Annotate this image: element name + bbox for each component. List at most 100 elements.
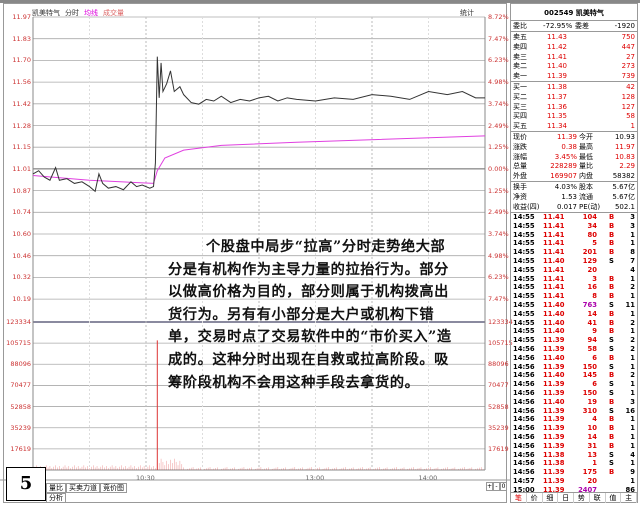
tick-cell: S [609, 406, 614, 415]
tab-volume-ratio[interactable]: 量比 [46, 483, 66, 493]
bid-level-cell: 42 [626, 83, 635, 91]
tick-cell: 7 [630, 257, 635, 265]
tick-cell: 11.39 [543, 380, 565, 389]
stat-row-cell: 外盘 [513, 172, 527, 181]
tick-cell: 11.39 [543, 336, 565, 345]
bid-level-cell: 买三 [513, 102, 527, 111]
price-tick-label: 10.87 [12, 186, 31, 195]
panel-tab[interactable]: 日 [558, 493, 574, 503]
tick-cell: S [609, 362, 614, 371]
tick-row: 14:55 11.41 16 B 2 [513, 283, 635, 292]
tick-cell: 11.39 [543, 415, 565, 424]
stat-row-cell: 量比 [579, 162, 593, 171]
ask-level-cell: 750 [621, 33, 635, 41]
stock-name: 凯美特气 [32, 9, 60, 17]
ask-level-cell: 11.41 [546, 52, 567, 61]
zoom-controls: + - 0 [486, 482, 507, 491]
tab-auction[interactable]: 竞价图 [100, 483, 127, 493]
tick-cell: 2 [630, 371, 635, 380]
panel-tab[interactable]: 细 [543, 493, 559, 503]
bid-level: 买二 11.37 128 [513, 92, 635, 102]
tick-cell: B [609, 415, 615, 424]
intraday-chart[interactable] [0, 0, 510, 506]
ask-level-cell: 11.40 [546, 62, 567, 71]
tick-cell: 11.38 [543, 459, 565, 468]
tick-cell: 11.40 [543, 327, 565, 336]
tick-cell: 175 [582, 468, 597, 477]
divider [511, 181, 637, 182]
fundamental-row-cell: 股本 [579, 183, 593, 191]
tab-analysis[interactable]: 分析 [46, 493, 66, 503]
zoom-reset-button[interactable]: 0 [500, 482, 507, 491]
bid-level: 买四 11.35 58 [513, 111, 635, 121]
tick-cell: 11.39 [543, 485, 565, 494]
pct-tick-label: 6.23% [488, 273, 509, 282]
tick-cell: 1 [630, 415, 635, 424]
ask-level-cell: 11.39 [546, 72, 567, 81]
tick-cell: 14:55 [513, 274, 535, 283]
stat-row-cell: 10.93 [614, 133, 635, 141]
tick-cell: 14:56 [513, 345, 535, 353]
tick-cell: 11.41 [543, 213, 565, 221]
zoom-in-button[interactable]: + [486, 482, 493, 491]
tick-cell: 3 [592, 274, 597, 283]
panel-tab[interactable]: 价 [527, 493, 543, 503]
tick-row: 14:55 11.40 41 B 2 [513, 319, 635, 328]
tick-cell: 310 [582, 406, 597, 415]
panel-tab[interactable]: 笔 [511, 493, 527, 503]
tab-buy-sell-force[interactable]: 买卖力道 [66, 483, 100, 493]
ask-level-cell: 11.43 [546, 33, 567, 41]
tick-row: 14:55 11.41 80 B 1 [513, 231, 635, 240]
tick-row: 14:56 11.40 6 B 1 [513, 354, 635, 363]
fundamental-row-cell: 502.1 [614, 202, 635, 211]
bid-level-cell: 127 [621, 102, 635, 111]
panel-tab[interactable]: 联 [590, 493, 606, 503]
tick-cell: 14:56 [513, 406, 535, 415]
tick-cell: 11.39 [543, 424, 565, 433]
tick-row: 14:56 11.39 31 B 1 [513, 442, 635, 451]
stat-row: 现价 11.39 今开 10.93 [513, 132, 635, 142]
tick-cell: 4 [630, 265, 635, 274]
tick-cell: 14:55 [513, 327, 535, 336]
tick-cell: 20 [587, 477, 597, 485]
stat-row-cell: 11.39 [556, 133, 577, 141]
panel-tab[interactable]: 值 [606, 493, 622, 503]
tick-cell: 1 [630, 477, 635, 485]
annotation-text: 个股盘中局步“拉高”分时走势绝大部分是有机构作为主导力量的拉抬行为。部分以做高价… [168, 236, 453, 394]
volume-tick-label-right: 105715 [488, 339, 513, 348]
price-tick-label: 11.56 [12, 78, 31, 87]
tick-cell: 4 [630, 450, 635, 459]
stat-row-cell: 10.83 [614, 152, 635, 161]
tick-cell: 10 [587, 424, 597, 433]
tick-row: 14:55 11.40 14 B 1 [513, 310, 635, 319]
tick-cell: 11.39 [543, 362, 565, 371]
tick-cell: B [609, 371, 615, 380]
stats-button[interactable]: 统计 [460, 9, 474, 17]
tick-cell: B [609, 274, 615, 283]
price-tick-label: 11.42 [12, 99, 31, 108]
volume-tick-label: 88096 [10, 360, 31, 369]
fundamental-row: 收益(四) 0.017 PE(动) 502.1 [513, 202, 635, 212]
tick-cell: 2407 [578, 485, 597, 494]
tick-row: 14:56 11.39 150 S 1 [513, 389, 635, 398]
stat-row: 涨跌 0.38 最高 11.97 [513, 142, 635, 152]
ask-level-cell: 27 [626, 52, 635, 61]
fundamental-row-cell: 净资 [513, 192, 527, 201]
volume-tick-label-right: 88096 [488, 360, 509, 369]
zoom-out-button[interactable]: - [493, 482, 500, 491]
stat-row-cell: 现价 [513, 133, 527, 141]
volume-tick-label: 70477 [10, 381, 31, 390]
tick-cell: B [609, 327, 615, 336]
tick-cell: 1 [592, 459, 597, 468]
tick-cell: 150 [582, 389, 597, 397]
tick-cell: B [609, 353, 615, 362]
tick-cell: 94 [587, 336, 597, 345]
tick-cell: 14 [587, 309, 597, 318]
panel-tab[interactable]: 势 [574, 493, 590, 503]
panel-tab[interactable]: 主 [621, 493, 637, 503]
price-line [32, 56, 485, 193]
ask-level-cell: 447 [621, 42, 635, 51]
tick-cell: 150 [582, 362, 597, 371]
pct-tick-label: 0.00% [488, 164, 509, 173]
window-top-border [0, 0, 640, 3]
